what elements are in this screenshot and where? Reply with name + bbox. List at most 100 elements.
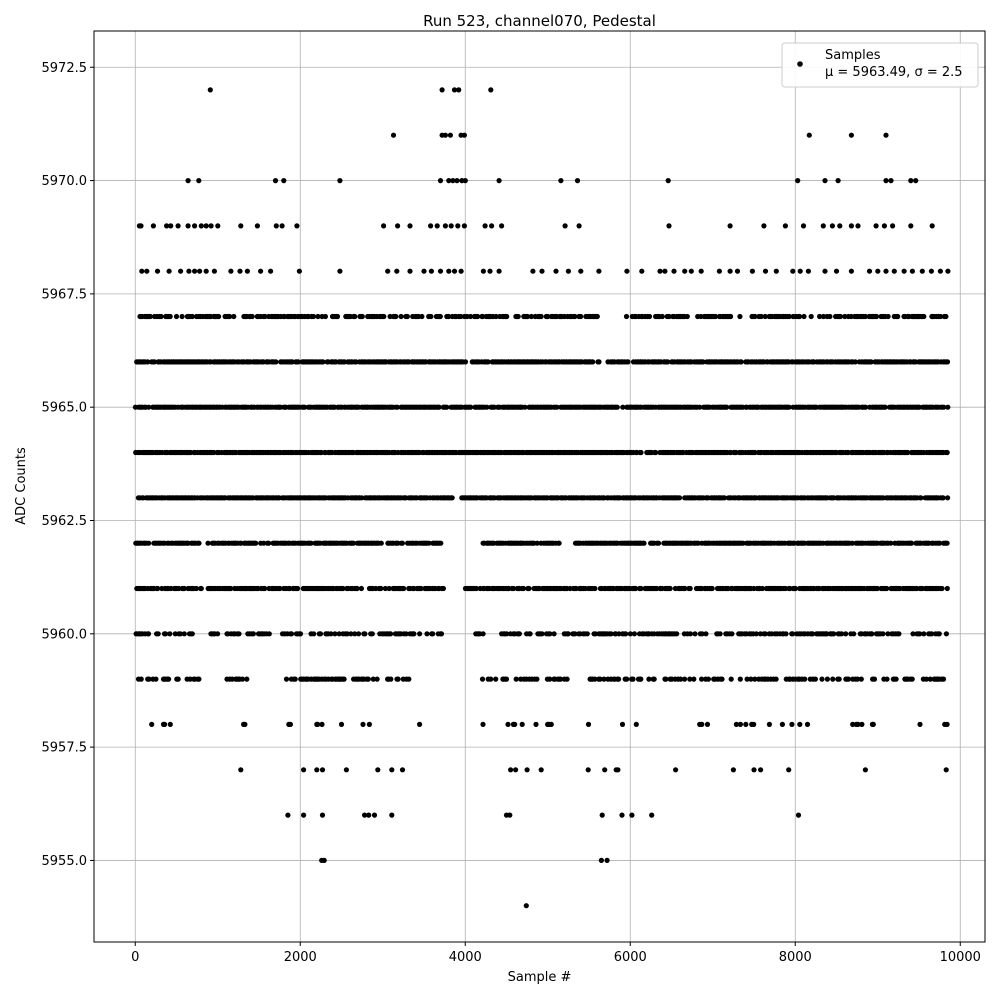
data-point	[554, 404, 560, 410]
data-point	[145, 359, 151, 365]
data-point	[629, 812, 635, 818]
data-point	[795, 812, 802, 818]
data-point	[208, 223, 214, 229]
data-point	[883, 268, 889, 274]
data-point	[817, 313, 823, 320]
data-point	[336, 631, 342, 637]
data-point	[927, 676, 933, 682]
data-point	[564, 676, 570, 682]
data-point	[909, 268, 916, 274]
x-tick-label: 4000	[449, 950, 482, 965]
data-point	[237, 268, 243, 274]
data-point	[418, 585, 424, 592]
data-point	[145, 631, 152, 637]
data-point	[374, 676, 380, 682]
data-point	[837, 223, 843, 229]
data-point	[666, 223, 672, 229]
data-point	[574, 178, 581, 184]
data-points	[132, 87, 951, 909]
data-point	[343, 767, 349, 773]
data-point	[630, 676, 636, 682]
data-point	[727, 223, 733, 229]
data-point	[848, 223, 855, 229]
data-point	[868, 359, 874, 365]
data-point	[163, 631, 169, 637]
data-point	[783, 631, 789, 637]
data-point	[442, 223, 448, 229]
data-point	[848, 268, 855, 274]
data-point	[937, 540, 943, 546]
data-point	[524, 767, 530, 773]
data-point	[203, 268, 209, 274]
data-point	[428, 313, 434, 320]
data-point	[196, 540, 202, 546]
data-point	[875, 268, 881, 274]
data-point	[842, 313, 848, 320]
data-point	[918, 495, 924, 501]
data-point	[449, 495, 455, 501]
y-tick-label: 5965.0	[42, 401, 88, 416]
data-point	[944, 359, 951, 365]
data-point	[417, 721, 423, 728]
data-point	[699, 676, 705, 682]
data-point	[417, 631, 423, 637]
data-point	[341, 676, 347, 682]
data-point	[639, 268, 645, 274]
data-point	[277, 585, 283, 592]
data-point	[545, 313, 551, 320]
data-point	[797, 721, 803, 728]
data-point	[167, 313, 173, 320]
data-point	[523, 903, 529, 909]
data-point	[334, 313, 341, 320]
x-tick-label: 0	[131, 950, 139, 965]
data-point	[565, 268, 572, 274]
data-point	[576, 223, 582, 229]
data-point	[883, 178, 889, 184]
data-point	[687, 585, 693, 592]
data-point	[440, 585, 446, 592]
data-point	[753, 631, 759, 637]
data-point	[434, 223, 440, 229]
data-point	[189, 631, 195, 637]
data-point	[198, 585, 204, 592]
data-point	[227, 313, 233, 320]
data-point	[352, 313, 358, 320]
data-point	[238, 767, 244, 773]
data-point	[301, 812, 307, 818]
data-point	[786, 767, 792, 773]
legend: Samples μ = 5963.49, σ = 2.5	[781, 42, 979, 88]
data-point	[311, 631, 317, 637]
data-point	[659, 313, 665, 320]
data-point	[386, 585, 392, 592]
data-point	[231, 313, 237, 320]
data-point	[480, 721, 486, 728]
data-point	[666, 313, 672, 320]
data-point	[596, 359, 602, 365]
data-point	[185, 178, 191, 184]
data-point	[239, 676, 246, 682]
data-point	[619, 721, 626, 728]
data-point	[340, 585, 346, 592]
data-point	[362, 631, 368, 637]
data-point	[526, 585, 532, 592]
data-point	[430, 631, 436, 637]
data-point	[493, 676, 499, 682]
data-point	[721, 495, 728, 501]
data-point	[273, 359, 279, 365]
data-point	[215, 223, 221, 229]
data-point	[297, 631, 304, 637]
data-point	[356, 631, 362, 637]
data-point	[547, 631, 553, 637]
data-point	[484, 404, 490, 410]
data-point	[189, 313, 195, 320]
data-point	[167, 721, 173, 728]
data-point	[458, 268, 464, 274]
data-point	[496, 268, 502, 274]
data-point	[508, 767, 514, 773]
x-tick-label: 2000	[284, 950, 317, 965]
data-point	[688, 268, 694, 274]
data-point	[874, 585, 880, 592]
data-point	[751, 767, 757, 773]
data-point	[479, 676, 486, 682]
